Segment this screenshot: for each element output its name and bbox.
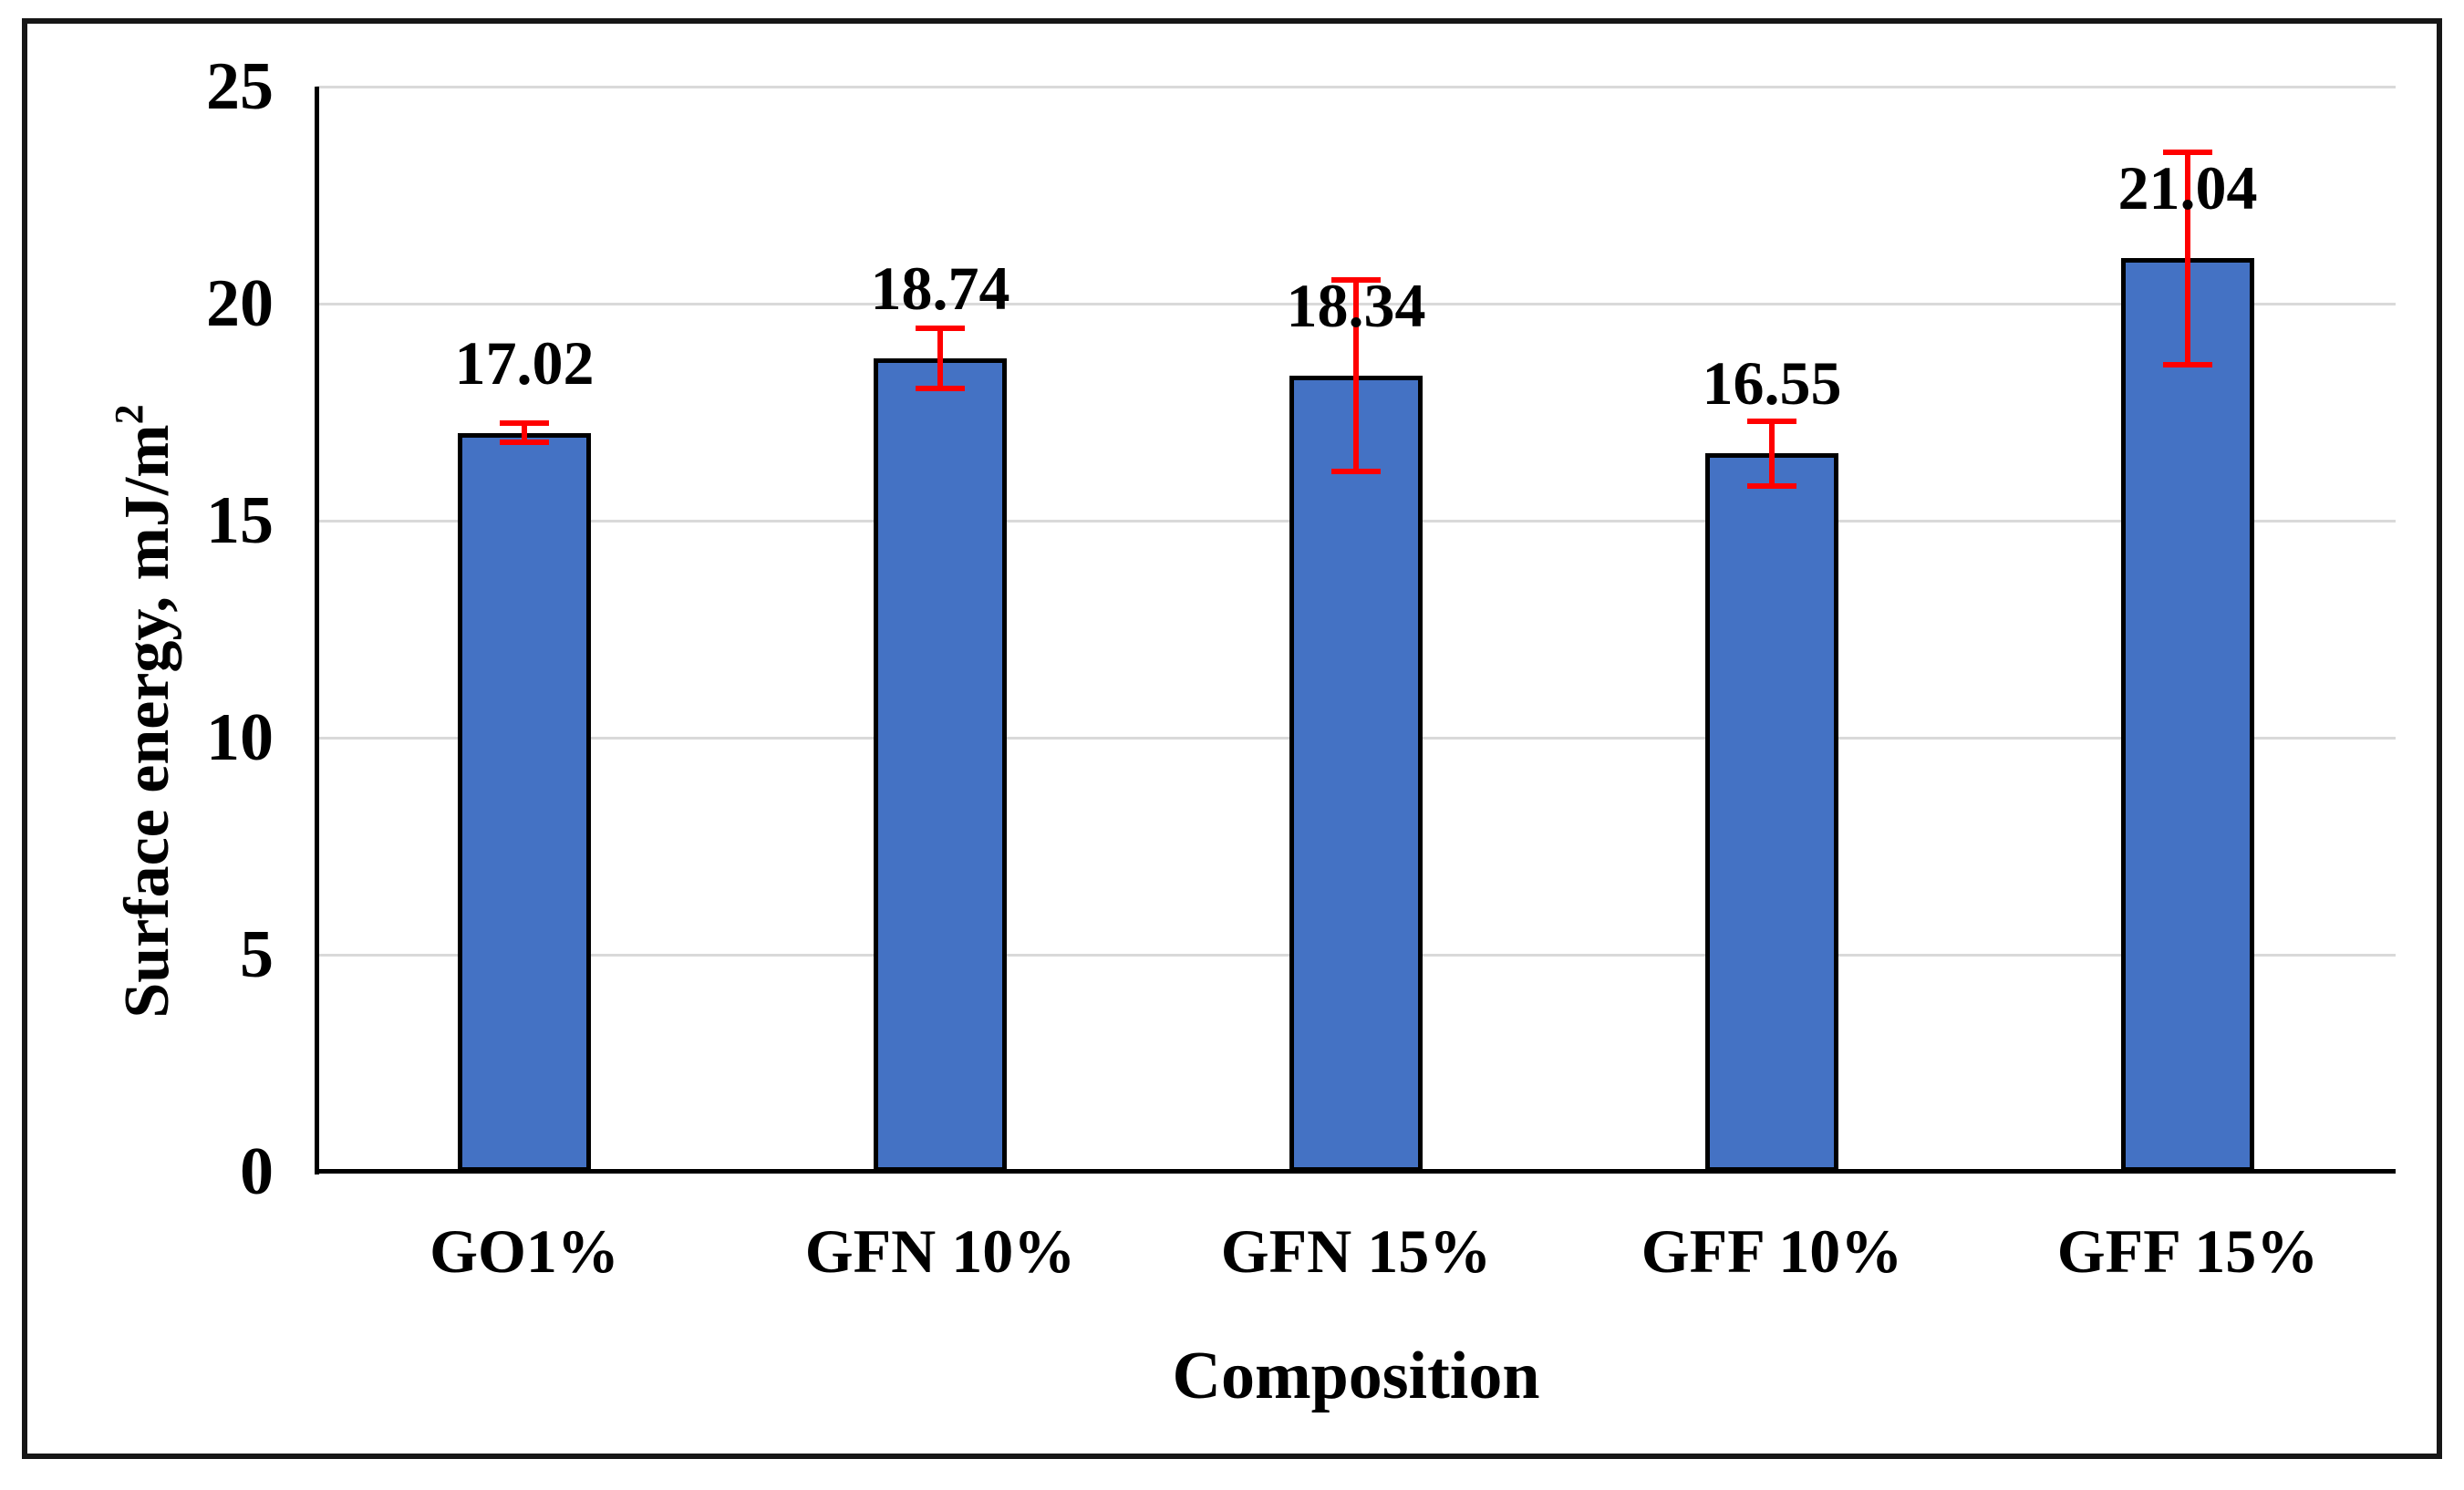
- x-category-label: GFF 15%: [2056, 1216, 2319, 1286]
- bar-value-label: 16.55: [1702, 348, 1842, 419]
- x-axis-line: [315, 1169, 2396, 1174]
- error-bar-top-cap: [2163, 149, 2212, 155]
- x-category-label: GO1%: [430, 1216, 619, 1286]
- error-bar-top-cap: [916, 325, 965, 331]
- error-bar-bottom-cap: [2163, 362, 2212, 368]
- x-category-label: GFF 10%: [1641, 1216, 1903, 1286]
- plot-area: [315, 85, 2396, 1174]
- error-bar-bottom-cap: [1747, 482, 1796, 489]
- y-tick-label: 25: [206, 49, 274, 124]
- bar-value-label: 17.02: [454, 327, 595, 398]
- error-bar: [522, 423, 527, 443]
- error-bar: [1769, 420, 1775, 486]
- error-bar-bottom-cap: [916, 386, 965, 392]
- y-tick-label: 10: [206, 700, 274, 775]
- bar-value-label: 18.74: [870, 253, 1010, 323]
- x-category-label: GFN 15%: [1220, 1216, 1492, 1286]
- error-bar-top-cap: [1747, 418, 1796, 424]
- bar-value-label: 18.34: [1286, 271, 1426, 341]
- bar: [458, 432, 591, 1172]
- error-bar-bottom-cap: [1331, 468, 1381, 474]
- bar: [1289, 376, 1423, 1172]
- error-bar: [1353, 280, 1359, 471]
- y-tick-label: 20: [206, 266, 274, 341]
- y-tick-label: 0: [240, 1134, 274, 1209]
- y-axis-title-superscript: 2: [107, 404, 151, 425]
- bar: [2121, 258, 2254, 1172]
- bar-value-label: 21.04: [2117, 153, 2258, 223]
- error-bar: [2185, 151, 2190, 366]
- y-axis-line: [315, 87, 319, 1174]
- y-tick-label: 5: [240, 917, 274, 992]
- error-bar-bottom-cap: [500, 440, 549, 446]
- gridline: [316, 85, 2396, 88]
- error-bar-top-cap: [500, 420, 549, 427]
- error-bar-top-cap: [1331, 277, 1381, 284]
- x-category-label: GFN 10%: [804, 1216, 1076, 1286]
- x-axis-title: Composition: [1172, 1339, 1540, 1413]
- error-bar: [937, 327, 943, 389]
- bar: [1705, 453, 1838, 1172]
- bar: [874, 357, 1007, 1172]
- y-tick-label: 15: [206, 483, 274, 558]
